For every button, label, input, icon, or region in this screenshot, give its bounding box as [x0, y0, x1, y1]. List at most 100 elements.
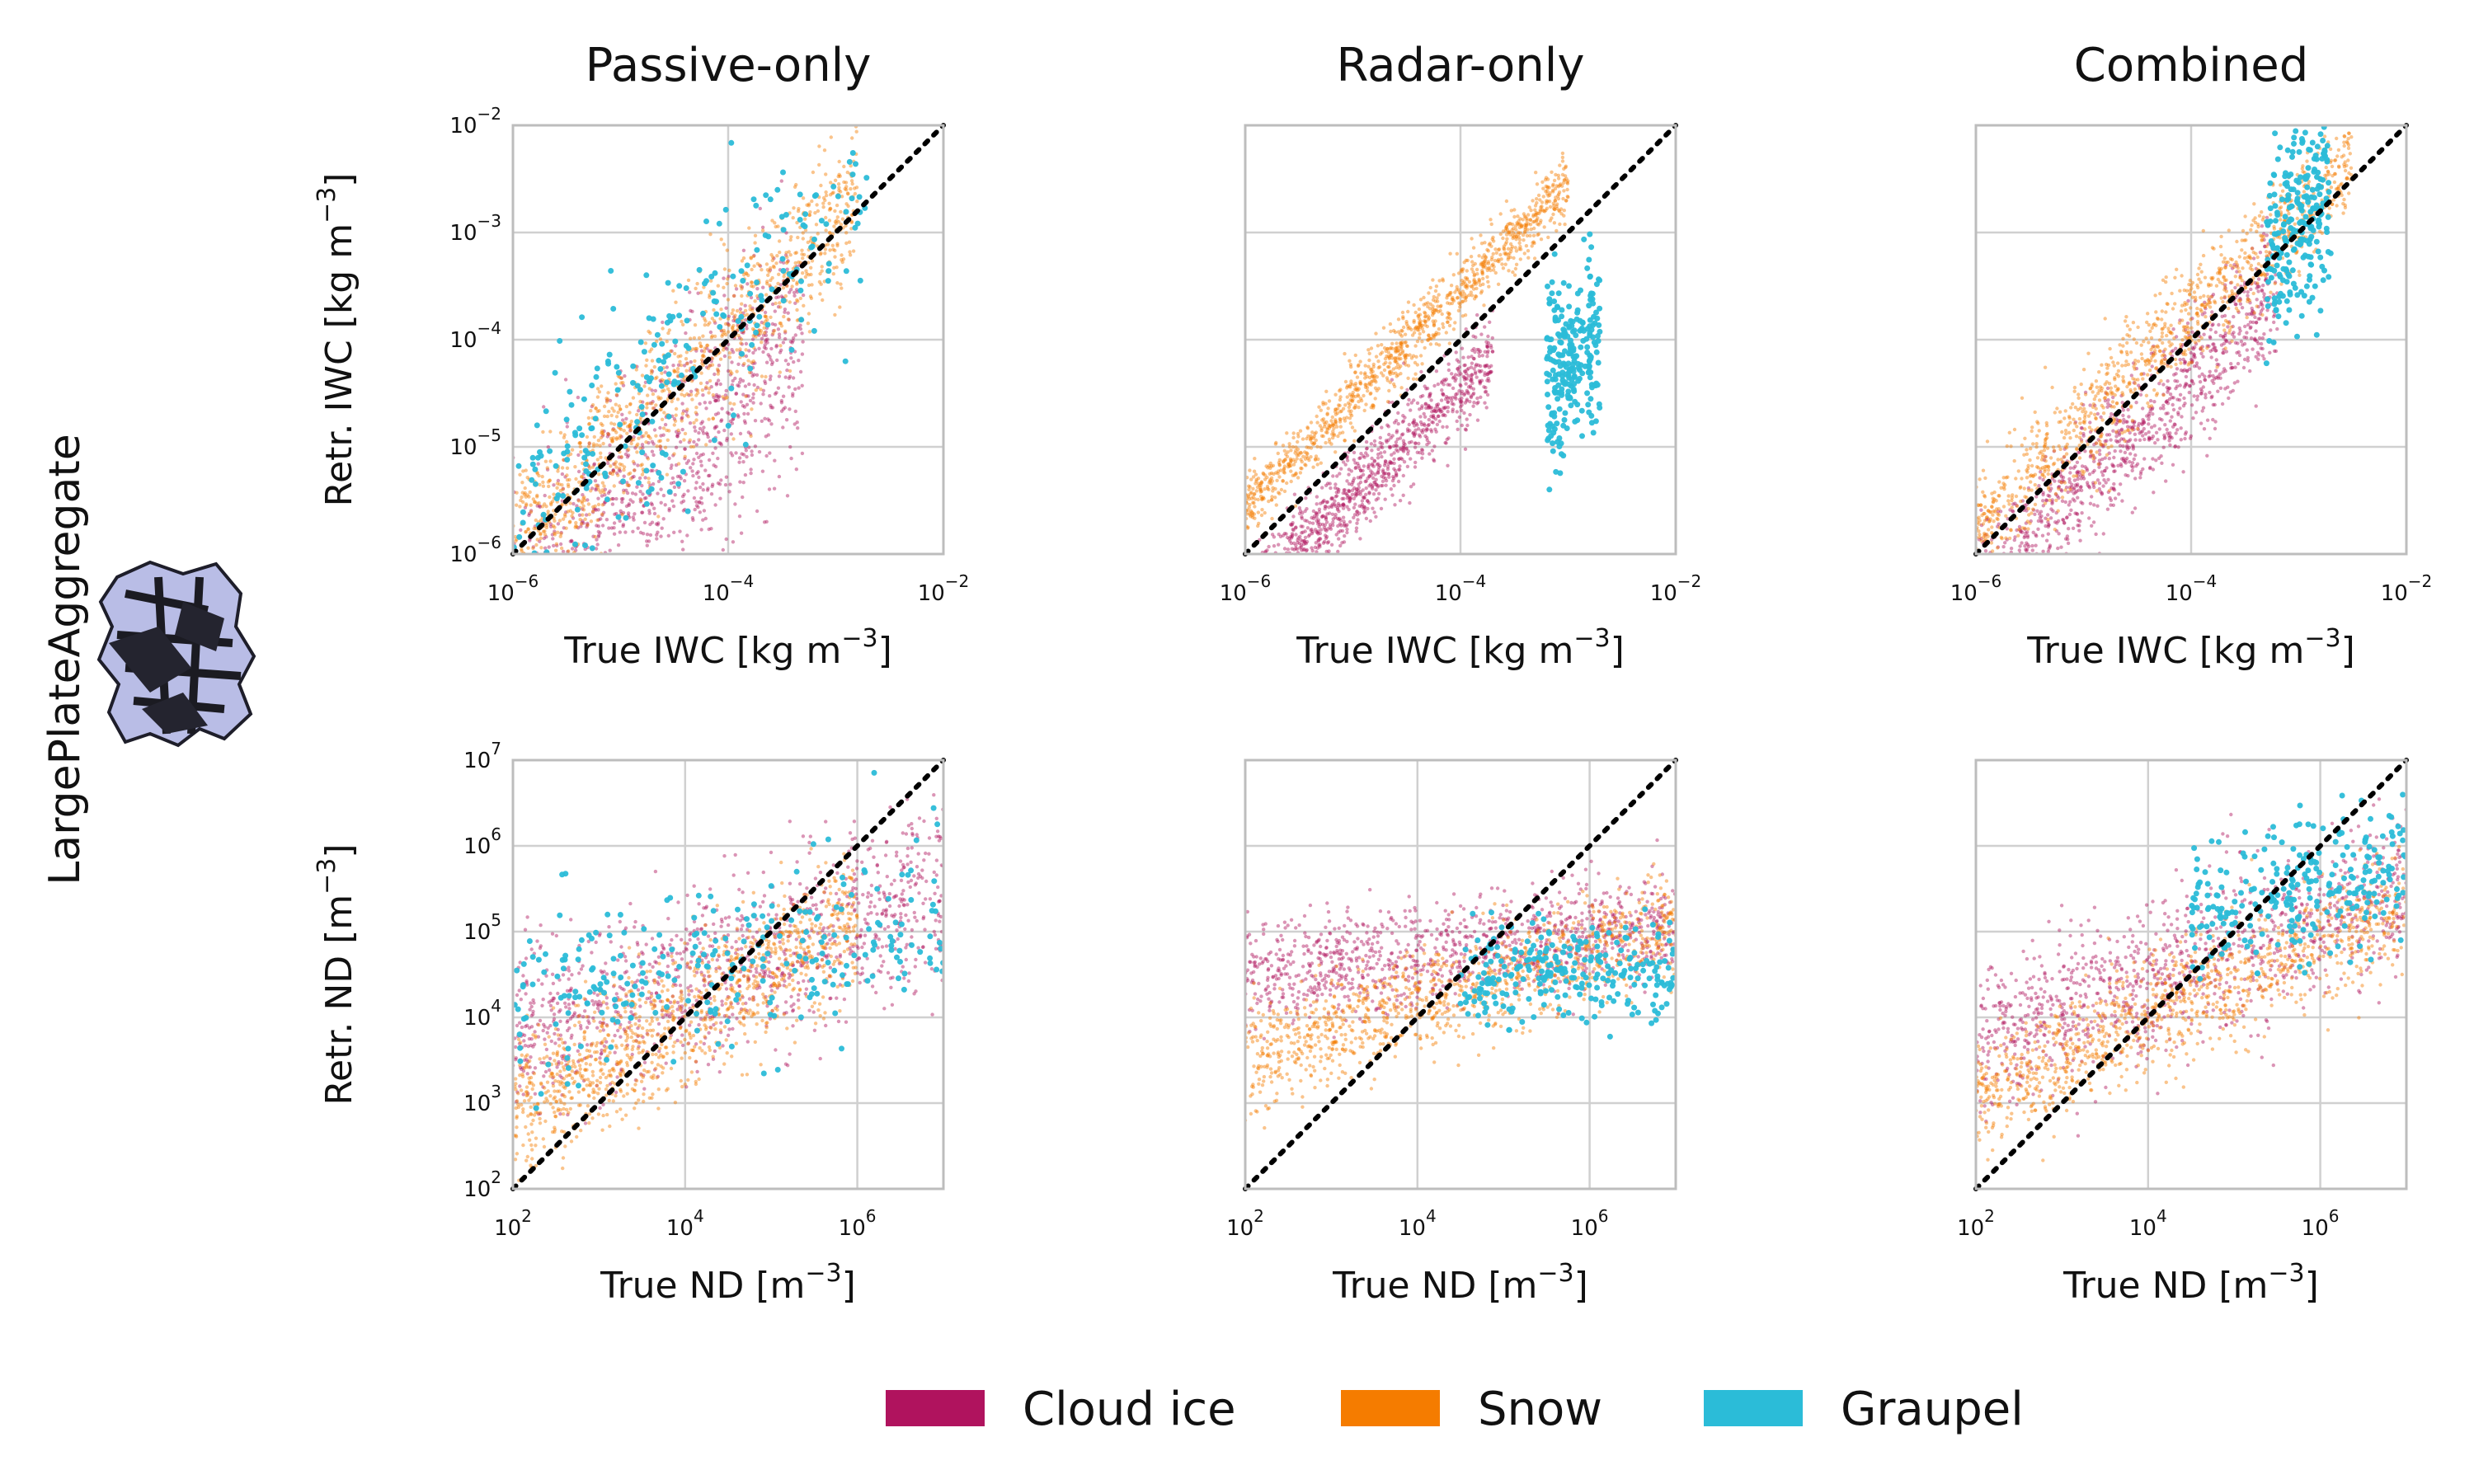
scatter-point-snow — [589, 409, 593, 413]
scatter-point-cloud-ice — [2034, 533, 2038, 537]
scatter-point-cloud-ice — [643, 476, 647, 480]
scatter-point-snow — [1334, 425, 1339, 429]
scatter-point-snow — [773, 221, 777, 225]
scatter-point-cloud-ice — [2079, 500, 2083, 505]
scatter-point-graupel — [635, 480, 642, 486]
scatter-point-snow — [627, 448, 631, 452]
scatter-point-snow — [1483, 259, 1487, 263]
scatter-point-cloud-ice — [784, 231, 788, 235]
scatter-point-cloud-ice — [2214, 358, 2218, 362]
scatter-point-snow — [1294, 472, 1298, 477]
scatter-point-snow — [653, 376, 658, 381]
scatter-point-snow — [539, 519, 543, 523]
scatter-point-cloud-ice — [2192, 394, 2196, 398]
scatter-point-cloud-ice — [1362, 495, 1366, 500]
scatter-point-graupel — [1587, 352, 1593, 359]
scatter-point-cloud-ice — [1380, 445, 1385, 450]
scatter-point-snow — [1249, 496, 1254, 500]
scatter-point-cloud-ice — [2256, 304, 2260, 309]
scatter-point-cloud-ice — [1302, 547, 1306, 552]
scatter-point-graupel — [700, 310, 706, 317]
scatter-point-snow — [766, 273, 770, 277]
scatter-point-cloud-ice — [1429, 414, 1433, 419]
scatter-point-cloud-ice — [2111, 395, 2115, 400]
scatter-point-snow — [596, 439, 601, 443]
scatter-point-snow — [1451, 273, 1456, 277]
scatter-point-snow — [627, 483, 631, 487]
scatter-point-cloud-ice — [621, 523, 626, 527]
scatter-point-cloud-ice — [2024, 521, 2029, 525]
scatter-point-graupel — [1581, 236, 1587, 242]
scatter-point-cloud-ice — [721, 547, 725, 552]
scatter-point-snow — [599, 455, 603, 459]
scatter-point-snow — [1296, 431, 1300, 436]
scatter-point-snow — [1323, 422, 1327, 426]
scatter-point-snow — [1503, 262, 1507, 266]
scatter-point-graupel — [1548, 433, 1554, 439]
scatter-point-cloud-ice — [2221, 334, 2226, 339]
scatter-point-cloud-ice — [777, 336, 782, 340]
scatter-point-graupel — [657, 366, 664, 372]
scatter-point-cloud-ice — [1370, 448, 1374, 453]
scatter-point-snow — [1268, 472, 1272, 476]
scatter-point-graupel — [811, 236, 817, 242]
scatter-point-cloud-ice — [2106, 402, 2110, 406]
scatter-point-snow — [614, 465, 618, 469]
scatter-point-snow — [1309, 436, 1314, 440]
scatter-point-snow — [581, 508, 586, 512]
scatter-point-cloud-ice — [760, 336, 764, 340]
scatter-point-cloud-ice — [2066, 537, 2070, 542]
scatter-point-snow — [822, 148, 827, 153]
scatter-point-snow — [1329, 424, 1333, 429]
scatter-point-cloud-ice — [2210, 294, 2214, 298]
scatter-point-snow — [1342, 416, 1347, 420]
scatter-point-snow — [1559, 207, 1564, 211]
scatter-point-cloud-ice — [1329, 504, 1333, 508]
scatter-point-cloud-ice — [1292, 547, 1296, 552]
scatter-point-snow — [741, 256, 746, 261]
scatter-point-cloud-ice — [697, 455, 701, 459]
scatter-point-cloud-ice — [700, 429, 705, 433]
scatter-point-graupel — [1550, 367, 1556, 373]
scatter-point-cloud-ice — [2258, 317, 2262, 321]
scatter-point-cloud-ice — [1466, 366, 1470, 371]
scatter-point-cloud-ice — [1462, 411, 1466, 416]
scatter-point-cloud-ice — [2250, 311, 2254, 315]
scatter-point-cloud-ice — [2160, 461, 2164, 465]
scatter-point-cloud-ice — [2174, 372, 2178, 376]
scatter-point-snow — [562, 433, 567, 437]
scatter-point-graupel — [728, 385, 735, 392]
scatter-point-graupel — [1595, 359, 1602, 366]
scatter-point-cloud-ice — [672, 481, 676, 485]
scatter-point-cloud-ice — [745, 402, 750, 406]
scatter-point-cloud-ice — [1358, 456, 1362, 460]
scatter-point-graupel — [742, 441, 749, 448]
scatter-point-snow — [1556, 176, 1561, 181]
scatter-point-cloud-ice — [2116, 463, 2120, 467]
scatter-point-graupel — [1550, 448, 1556, 454]
scatter-point-graupel — [846, 158, 853, 165]
scatter-point-snow — [1417, 336, 1422, 340]
scatter-point-cloud-ice — [1357, 486, 1362, 490]
scatter-point-graupel — [747, 365, 754, 372]
scatter-point-snow — [1348, 382, 1353, 387]
scatter-point-cloud-ice — [1997, 522, 2001, 526]
scatter-point-graupel — [675, 481, 682, 487]
scatter-point-cloud-ice — [724, 475, 729, 479]
scatter-point-snow — [827, 230, 832, 235]
scatter-point-cloud-ice — [1416, 427, 1421, 431]
scatter-point-cloud-ice — [596, 529, 600, 534]
scatter-point-snow — [1453, 290, 1457, 294]
scatter-point-snow — [1553, 207, 1557, 211]
scatter-point-cloud-ice — [1297, 506, 1302, 510]
scatter-point-snow — [614, 437, 618, 441]
scatter-point-cloud-ice — [1455, 419, 1459, 424]
scatter-point-snow — [560, 502, 565, 506]
scatter-point-cloud-ice — [1474, 372, 1478, 376]
scatter-point-snow — [831, 247, 835, 251]
scatter-point-graupel — [797, 191, 803, 198]
scatter-point-snow — [1510, 228, 1514, 232]
scatter-point-graupel — [1594, 315, 1601, 322]
scatter-point-snow — [600, 503, 604, 507]
scatter-point-cloud-ice — [1427, 392, 1432, 397]
